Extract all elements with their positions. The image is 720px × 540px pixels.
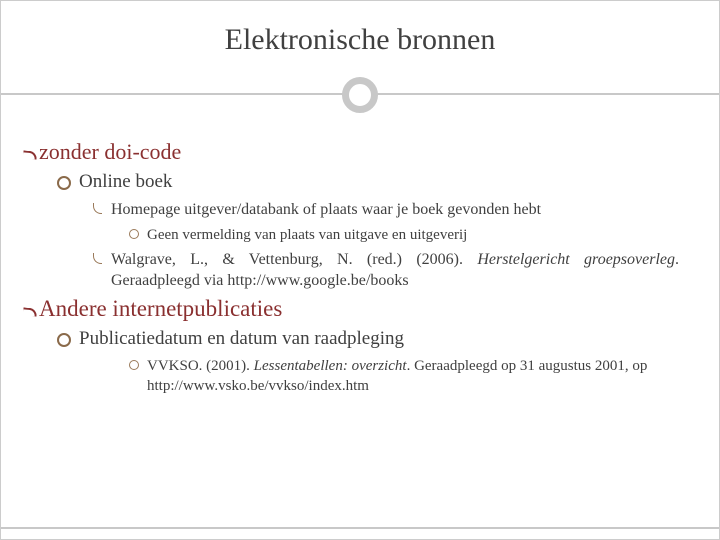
citation-text: Walgrave, L., & Vettenburg, N. (red.) (2…	[93, 249, 679, 292]
body-text: Homepage uitgever/databank of plaats waa…	[93, 199, 679, 221]
body-text: Geen vermelding van plaats van uitgave e…	[129, 225, 679, 245]
citation-title: Lessentabellen: overzicht	[254, 358, 407, 374]
subheading: Online boek	[57, 171, 697, 193]
section-heading: zonder doi-code	[23, 139, 697, 165]
circle-ornament-icon	[342, 77, 378, 113]
content-area: zonder doi-code Online boek Homepage uit…	[1, 111, 719, 397]
citation-text: VVKSO. (2001). Lessentabellen: overzicht…	[129, 356, 679, 397]
citation-plain: Walgrave, L., & Vettenburg, N. (red.) (2…	[111, 251, 477, 268]
citation-title: Herstelgericht groepsoverleg	[477, 251, 675, 268]
slide: Elektronische bronnen zonder doi-code On…	[0, 0, 720, 540]
slide-title: Elektronische bronnen	[1, 1, 719, 57]
title-area: Elektronische bronnen	[1, 1, 719, 111]
citation-plain: VVKSO. (2001).	[147, 358, 254, 374]
bottom-rule	[1, 527, 719, 529]
section-heading: Andere internetpublicaties	[23, 296, 697, 322]
subheading: Publicatiedatum en datum van raadpleging	[57, 328, 697, 350]
